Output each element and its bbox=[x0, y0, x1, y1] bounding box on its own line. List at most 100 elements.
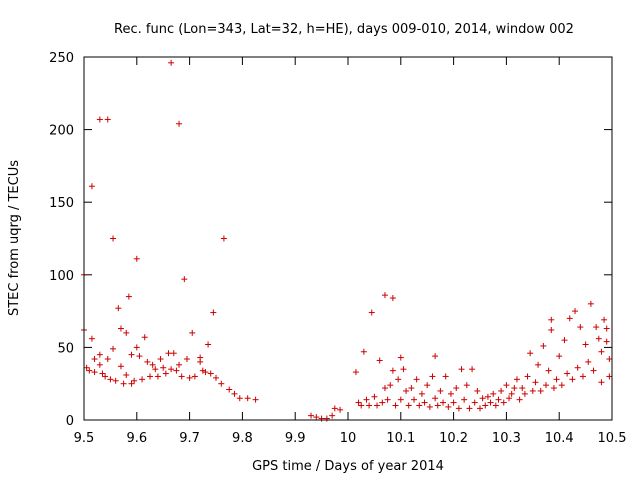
data-point bbox=[173, 367, 180, 374]
data-point bbox=[479, 395, 486, 402]
y-tick-label: 150 bbox=[49, 196, 74, 211]
data-point bbox=[397, 354, 404, 361]
data-point bbox=[408, 385, 415, 392]
data-point bbox=[524, 373, 531, 380]
data-point bbox=[128, 380, 135, 387]
data-point bbox=[540, 342, 547, 349]
data-point bbox=[405, 402, 412, 409]
data-point bbox=[323, 415, 330, 422]
data-point bbox=[513, 376, 520, 383]
data-point bbox=[590, 367, 597, 374]
data-point bbox=[120, 380, 127, 387]
data-point bbox=[226, 386, 233, 393]
data-point bbox=[141, 334, 148, 341]
data-point bbox=[484, 393, 491, 400]
data-point bbox=[416, 402, 423, 409]
data-point bbox=[183, 356, 190, 363]
data-point bbox=[191, 373, 198, 380]
data-point bbox=[218, 380, 225, 387]
data-point bbox=[482, 402, 489, 409]
data-point bbox=[450, 399, 457, 406]
data-point bbox=[495, 396, 502, 403]
data-point bbox=[392, 402, 399, 409]
data-point bbox=[463, 382, 470, 389]
axis-ticks: 9.5 9.6 9.7 9.8 9.9 10 10.1 10.2 10.3 10.4 10.5 0 50… bbox=[49, 51, 626, 446]
data-point bbox=[432, 353, 439, 360]
data-point bbox=[91, 356, 98, 363]
y-tick-label: 100 bbox=[49, 269, 74, 284]
data-point bbox=[424, 382, 431, 389]
data-point bbox=[421, 399, 428, 406]
data-point bbox=[458, 366, 465, 373]
data-point bbox=[178, 373, 185, 380]
data-point bbox=[429, 373, 436, 380]
data-point bbox=[606, 356, 613, 363]
data-point bbox=[381, 292, 388, 299]
data-point bbox=[564, 370, 571, 377]
y-tick-label: 50 bbox=[57, 341, 74, 356]
data-point bbox=[157, 356, 164, 363]
data-point bbox=[577, 324, 584, 331]
data-point bbox=[387, 382, 394, 389]
data-point bbox=[231, 390, 238, 397]
data-point bbox=[197, 358, 204, 365]
data-point bbox=[181, 276, 188, 283]
x-tick-label: 9.8 bbox=[232, 431, 253, 446]
data-point bbox=[139, 376, 146, 383]
data-point bbox=[368, 309, 375, 316]
data-point bbox=[397, 396, 404, 403]
data-point bbox=[582, 341, 589, 348]
data-point bbox=[117, 325, 124, 332]
data-point bbox=[548, 326, 555, 333]
data-point bbox=[572, 308, 579, 315]
data-point bbox=[189, 329, 196, 336]
data-point bbox=[360, 348, 367, 355]
data-point bbox=[165, 350, 172, 357]
x-tick-label: 9.7 bbox=[179, 431, 200, 446]
data-point bbox=[432, 395, 439, 402]
data-point bbox=[503, 382, 510, 389]
data-point bbox=[492, 402, 499, 409]
x-tick-label: 10.5 bbox=[598, 431, 627, 446]
data-point bbox=[603, 338, 610, 345]
data-point bbox=[511, 385, 518, 392]
data-point bbox=[548, 316, 555, 323]
data-point bbox=[445, 403, 452, 410]
data-point bbox=[202, 369, 209, 376]
data-point bbox=[355, 399, 362, 406]
data-point bbox=[535, 361, 542, 368]
data-point bbox=[519, 385, 526, 392]
data-point bbox=[133, 344, 140, 351]
data-point bbox=[543, 382, 549, 389]
data-point bbox=[125, 293, 132, 300]
x-tick-label: 9.6 bbox=[126, 431, 147, 446]
data-point bbox=[471, 399, 478, 406]
data-point bbox=[133, 255, 140, 262]
data-point bbox=[112, 377, 119, 384]
y-tick-label: 0 bbox=[66, 414, 74, 429]
data-point bbox=[205, 341, 212, 348]
data-point bbox=[532, 379, 539, 386]
data-point bbox=[313, 414, 320, 421]
data-point bbox=[403, 387, 410, 394]
data-point bbox=[110, 345, 117, 352]
data-point bbox=[170, 350, 177, 357]
data-point bbox=[88, 335, 95, 342]
data-point bbox=[358, 402, 365, 409]
data-point bbox=[500, 399, 507, 406]
data-point bbox=[527, 350, 534, 357]
data-point bbox=[466, 405, 473, 412]
x-axis-label: GPS time / Days of year 2014 bbox=[252, 459, 444, 474]
data-point bbox=[384, 396, 391, 403]
data-point bbox=[220, 235, 227, 242]
data-point bbox=[83, 364, 90, 371]
data-point bbox=[168, 59, 175, 66]
data-point bbox=[461, 396, 468, 403]
data-point bbox=[474, 387, 481, 394]
data-point bbox=[199, 367, 206, 374]
data-point bbox=[236, 395, 243, 402]
data-point bbox=[537, 387, 544, 394]
data-point bbox=[508, 390, 515, 397]
data-point bbox=[168, 366, 175, 373]
data-point bbox=[381, 385, 388, 392]
